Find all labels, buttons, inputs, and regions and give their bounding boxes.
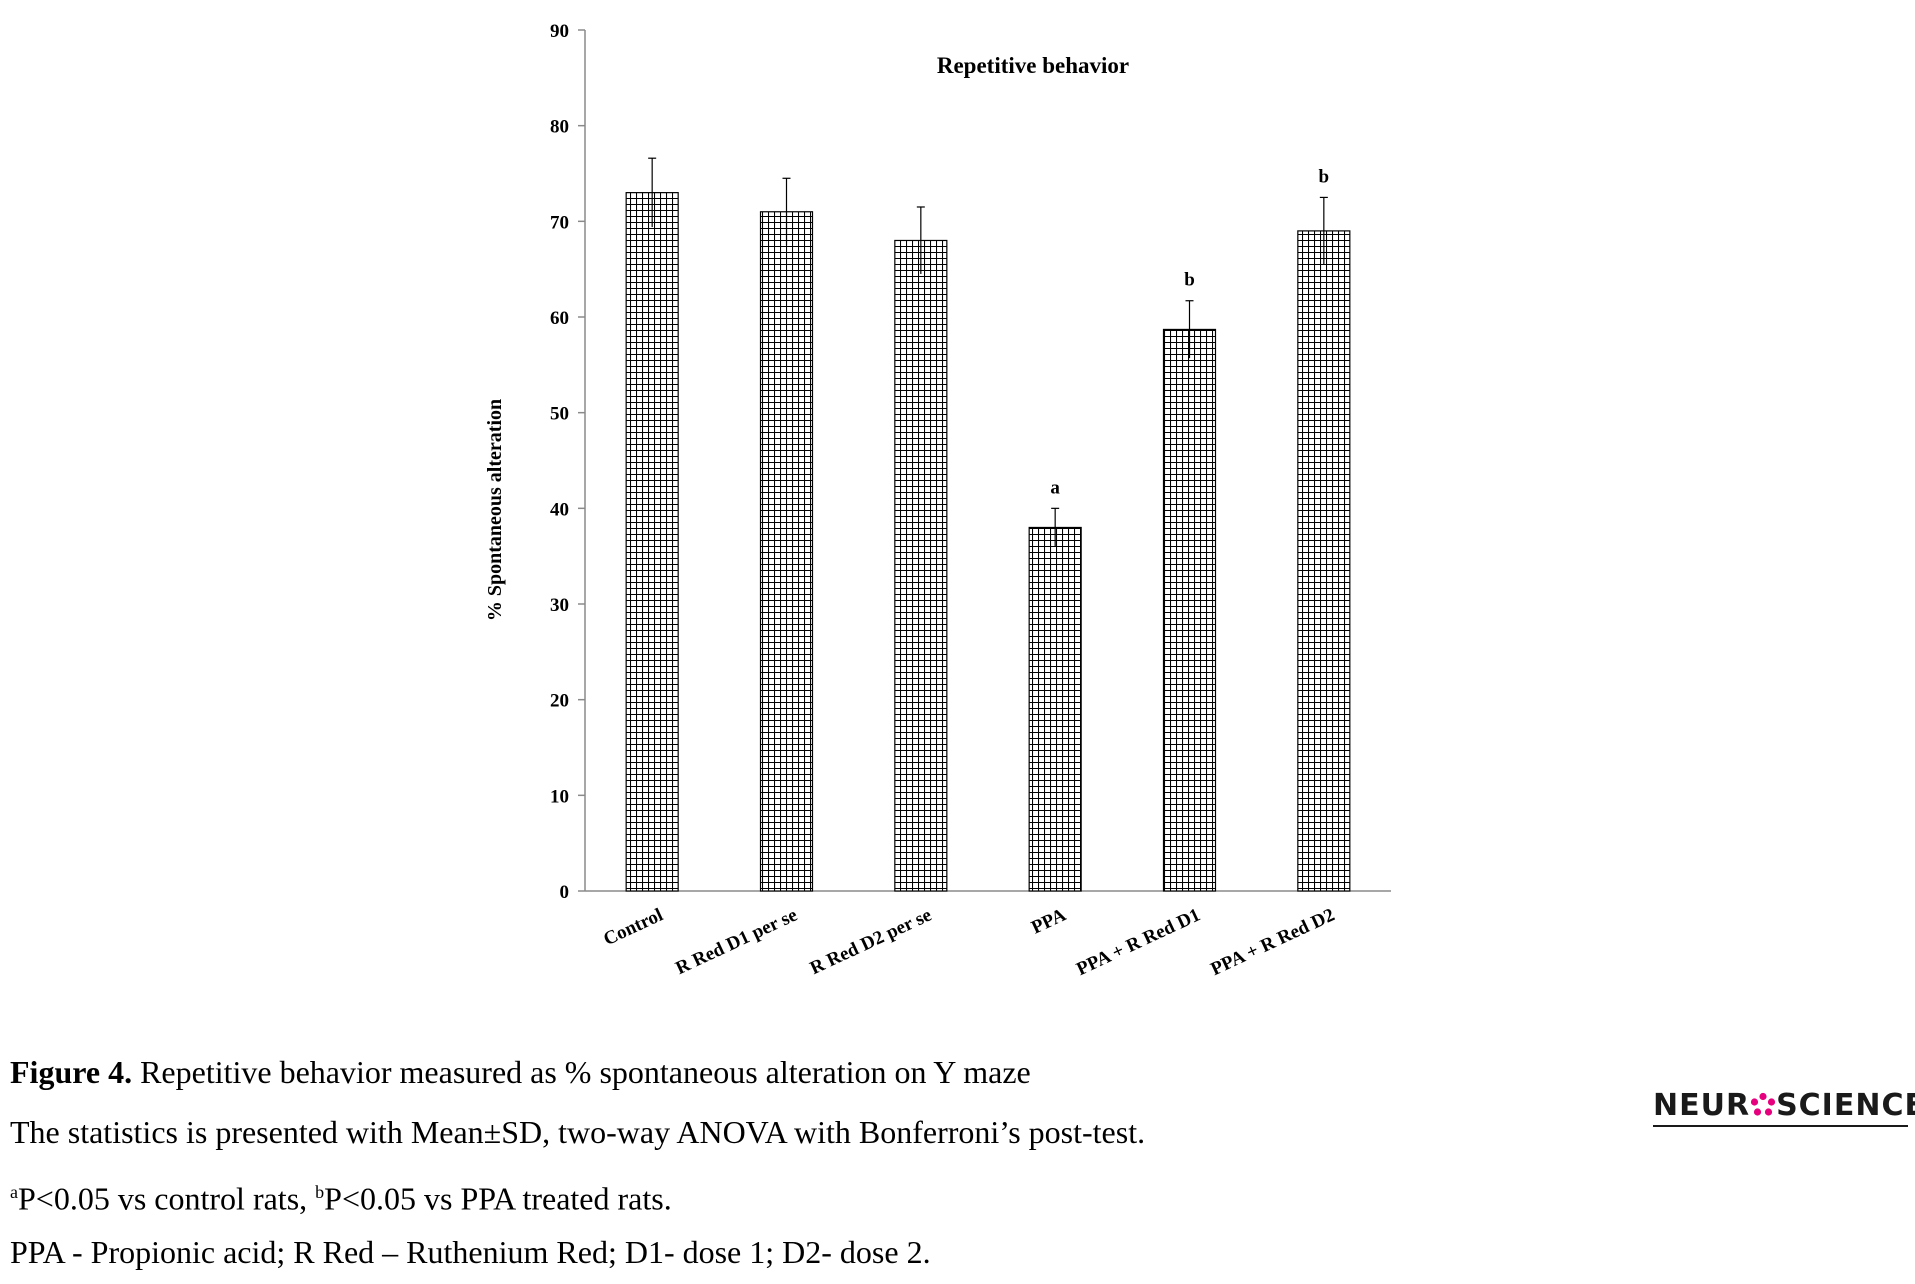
y-tick-label: 70 xyxy=(550,212,569,233)
figure-label: Figure 4. xyxy=(10,1054,133,1090)
y-tick-label: 90 xyxy=(550,21,569,42)
y-tick-label: 30 xyxy=(550,595,569,616)
significance-text-b: P<0.05 vs PPA treated rats. xyxy=(324,1180,672,1217)
y-tick-label: 10 xyxy=(550,786,569,807)
figure-caption-statistics: The statistics is presented with Mean±SD… xyxy=(10,1114,1146,1150)
bar xyxy=(1028,526,1082,892)
bar-chart: Repetitive behavior % Spontaneous altera… xyxy=(484,21,1391,980)
x-category-label: PPA + R Red D2 xyxy=(1208,904,1338,980)
x-category-label: PPA xyxy=(1028,904,1069,938)
figure-caption-title: Figure 4. Repetitive behavior measured a… xyxy=(10,1052,1031,1092)
y-tick-label: 50 xyxy=(550,404,569,425)
neuroscience-logo: NEUR SCIENCE xyxy=(1653,1088,1915,1127)
significance-label: b xyxy=(1184,270,1195,291)
figure-caption-abbreviations: PPA - Propionic acid; R Red – Ruthenium … xyxy=(10,1234,931,1270)
flower-icon xyxy=(1750,1092,1776,1116)
x-category-label: Control xyxy=(600,904,666,950)
figure-caption-text: Repetitive behavior measured as % sponta… xyxy=(132,1054,1031,1090)
y-tick-label: 0 xyxy=(560,882,570,903)
bar xyxy=(1162,328,1217,892)
y-tick-label: 60 xyxy=(550,308,569,329)
logo-text-right: SCIENCE xyxy=(1776,1088,1915,1123)
x-category-label: PPA + R Red D1 xyxy=(1073,904,1203,980)
bar xyxy=(759,211,814,892)
bar xyxy=(1297,230,1351,892)
y-tick-label: 80 xyxy=(550,117,569,138)
chart-title: Repetitive behavior xyxy=(937,53,1129,78)
y-tick-label: 20 xyxy=(550,691,569,712)
x-category-label: R Red D2 per se xyxy=(807,904,935,979)
y-axis-title: % Spontaneous alteration xyxy=(484,399,506,621)
significance-text-a: P<0.05 vs control rats, xyxy=(18,1180,316,1217)
bar xyxy=(625,192,679,892)
bar xyxy=(894,239,948,892)
x-category-label: R Red D1 per se xyxy=(672,904,800,979)
superscript-a: a xyxy=(10,1182,18,1202)
superscript-b: b xyxy=(315,1182,325,1202)
significance-label: b xyxy=(1319,166,1330,187)
significance-label: a xyxy=(1050,477,1060,498)
logo-text-left: NEUR xyxy=(1653,1088,1751,1123)
y-tick-label: 40 xyxy=(550,499,569,520)
figure-caption-significance: aP<0.05 vs control rats, bP<0.05 vs PPA … xyxy=(10,1172,672,1219)
